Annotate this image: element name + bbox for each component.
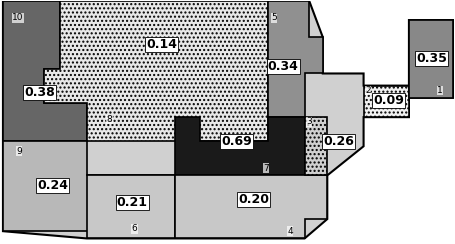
Text: 0.20: 0.20 — [238, 193, 269, 206]
Text: 0.38: 0.38 — [24, 86, 55, 99]
Text: 0.35: 0.35 — [416, 52, 447, 65]
Text: 0.34: 0.34 — [268, 60, 299, 73]
Text: 0.09: 0.09 — [373, 94, 404, 107]
Text: 6: 6 — [131, 224, 137, 233]
Polygon shape — [268, 1, 323, 117]
Text: 7: 7 — [263, 163, 269, 173]
Polygon shape — [175, 117, 304, 175]
Text: 9: 9 — [16, 147, 22, 156]
Polygon shape — [87, 175, 175, 238]
Text: 1: 1 — [437, 86, 443, 95]
Polygon shape — [3, 1, 453, 238]
Text: 5: 5 — [271, 13, 277, 22]
Polygon shape — [364, 86, 409, 117]
Text: 0.69: 0.69 — [221, 135, 252, 148]
Text: 0.14: 0.14 — [146, 38, 177, 51]
Polygon shape — [3, 1, 87, 142]
Text: 0.21: 0.21 — [117, 195, 148, 209]
Polygon shape — [3, 142, 175, 231]
Text: 0.26: 0.26 — [323, 135, 354, 148]
Text: 4: 4 — [287, 227, 293, 236]
Polygon shape — [409, 20, 453, 98]
Polygon shape — [44, 1, 268, 142]
Text: 8: 8 — [106, 115, 112, 124]
Polygon shape — [175, 175, 327, 238]
Text: 0.24: 0.24 — [37, 179, 68, 192]
Text: 10: 10 — [12, 13, 24, 22]
Text: 2: 2 — [365, 86, 371, 95]
Polygon shape — [304, 117, 327, 175]
Text: 3: 3 — [306, 118, 312, 126]
